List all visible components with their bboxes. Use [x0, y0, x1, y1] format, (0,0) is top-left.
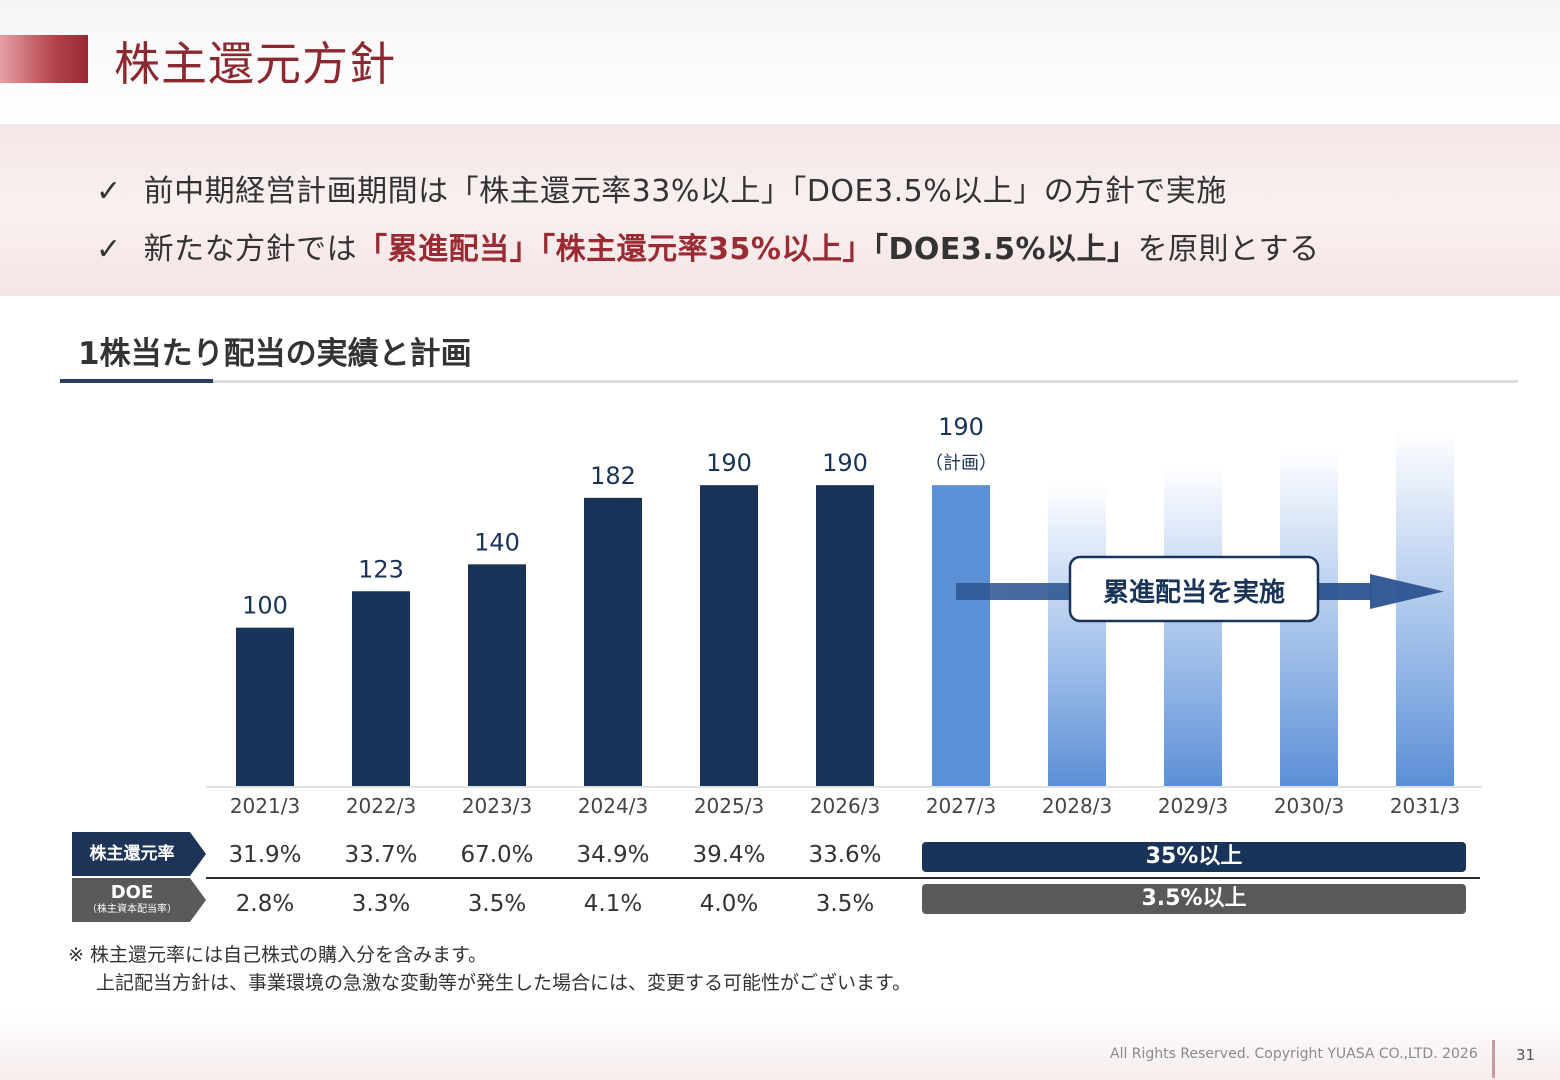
data-label-2024/3: 182	[590, 462, 636, 490]
arrow-label: 累進配当を実施	[1103, 577, 1285, 608]
x-tick-label-2031/3: 2031/3	[1390, 794, 1460, 818]
x-tick-label-2026/3: 2026/3	[810, 794, 880, 818]
doe-cell-2024: 4.1%	[583, 891, 643, 917]
doe-cell-2026: 3.5%	[815, 891, 875, 917]
bullet-text-1: 前中期経営計画期間は「株主還元率33%以上」「DOE3.5%以上」の方針で実施	[143, 174, 1227, 209]
payout-cell-2025: 39.4%	[692, 842, 766, 868]
x-tick-label-2027/3: 2027/3	[926, 794, 996, 818]
bullet-text-2-highlight-bold: 「DOE3.5%以上」	[872, 232, 1138, 267]
check-icon: ✓	[96, 174, 122, 209]
bullet-band	[0, 124, 1560, 296]
future-bar-2028/3	[1048, 485, 1106, 786]
payout-cell-2026: 33.6%	[808, 842, 882, 868]
dividend-chart: 累進配当を実施 100 2021/3 123 2022/3 140 2023/3 182 20…	[206, 413, 1482, 818]
actual-bar-2024/3	[584, 497, 642, 786]
x-tick-label-2030/3: 2030/3	[1274, 794, 1344, 818]
data-label-2021/3: 100	[242, 592, 288, 620]
payout-cell-2022: 33.7%	[344, 842, 418, 868]
data-label-2025/3: 190	[706, 449, 752, 477]
doe-cell-2023: 3.5%	[467, 891, 527, 917]
doe-label-box: DOE （株主資本配当率）	[72, 878, 206, 922]
doe-cell-2022: 3.3%	[351, 891, 411, 917]
bullet-text-2-prefix: 新たな方針では	[143, 232, 358, 267]
doe-label: DOE	[110, 882, 154, 903]
footer-divider	[1492, 1040, 1495, 1078]
bullet-text-2-highlight-red: 「累進配当」「株主還元率35%以上」	[357, 232, 873, 267]
table-row-divider	[206, 877, 1480, 879]
data-label-2027/3: 190	[938, 413, 984, 441]
plan-bar-2027/3	[932, 485, 990, 786]
note-line-2: 上記配当方針は、事業環境の急激な変動等が発生した場合には、変更する可能性がござい…	[96, 972, 912, 994]
x-tick-label-2024/3: 2024/3	[578, 794, 648, 818]
payout-ratio-label: 株主還元率	[72, 832, 206, 876]
payout-cell-2023: 67.0%	[460, 842, 534, 868]
data-label-2022/3: 123	[358, 555, 404, 583]
doe-target-bar: 3.5%以上	[922, 884, 1466, 914]
actual-bar-2025/3	[700, 485, 758, 786]
progressive-dividend-arrow: 累進配当を実施	[956, 555, 1444, 623]
data-label-2026/3: 190	[822, 449, 868, 477]
title-band	[0, 0, 1560, 124]
payout-cell-2021: 31.9%	[228, 842, 302, 868]
bullet-text-2-suffix: を原則とする	[1137, 232, 1320, 267]
section-divider-accent	[60, 379, 213, 383]
future-bar-2031/3	[1396, 431, 1454, 786]
payout-cell-2024: 34.9%	[576, 842, 650, 868]
data-label-2023/3: 140	[474, 528, 520, 556]
section-divider	[60, 380, 1518, 383]
actual-bar-2023/3	[468, 564, 526, 786]
doe-cell-2025: 4.0%	[699, 891, 759, 917]
title-accent-bar	[0, 35, 88, 83]
actual-bar-2026/3	[816, 485, 874, 786]
bullet-item-2: ✓ 新たな方針では「累進配当」「株主還元率35%以上」「DOE3.5%以上」を原則…	[96, 224, 1320, 268]
footer-band	[0, 1012, 1560, 1080]
payout-target-bar: 35%以上	[922, 842, 1466, 872]
section-title: 1株当たり配当の実績と計画	[78, 336, 472, 372]
x-tick-label-2028/3: 2028/3	[1042, 794, 1112, 818]
x-tick-label-2021/3: 2021/3	[230, 794, 300, 818]
x-tick-label-2025/3: 2025/3	[694, 794, 764, 818]
future-bar-2029/3	[1164, 467, 1222, 786]
x-tick-label-2022/3: 2022/3	[346, 794, 416, 818]
page-number: 31	[1516, 1046, 1536, 1064]
actual-bar-2022/3	[352, 591, 410, 786]
doe-cell-2021: 2.8%	[235, 891, 295, 917]
plan-annotation: （計画）	[925, 453, 997, 474]
copyright-text: All Rights Reserved. Copyright YUASA CO.…	[1110, 1046, 1478, 1062]
note-line-1: ※ 株主還元率には自己株式の購入分を含みます。	[68, 944, 488, 966]
bullet-item-1: ✓ 前中期経営計画期間は「株主還元率33%以上」「DOE3.5%以上」の方針で実施	[96, 166, 1227, 210]
x-tick-label-2029/3: 2029/3	[1158, 794, 1228, 818]
doe-sublabel: （株主資本配当率）	[87, 904, 177, 915]
check-icon: ✓	[96, 232, 122, 267]
page-title: 株主還元方針	[114, 37, 396, 91]
arrow-label-box	[1068, 555, 1320, 623]
x-tick-label-2023/3: 2023/3	[462, 794, 532, 818]
actual-bar-2021/3	[236, 627, 294, 786]
